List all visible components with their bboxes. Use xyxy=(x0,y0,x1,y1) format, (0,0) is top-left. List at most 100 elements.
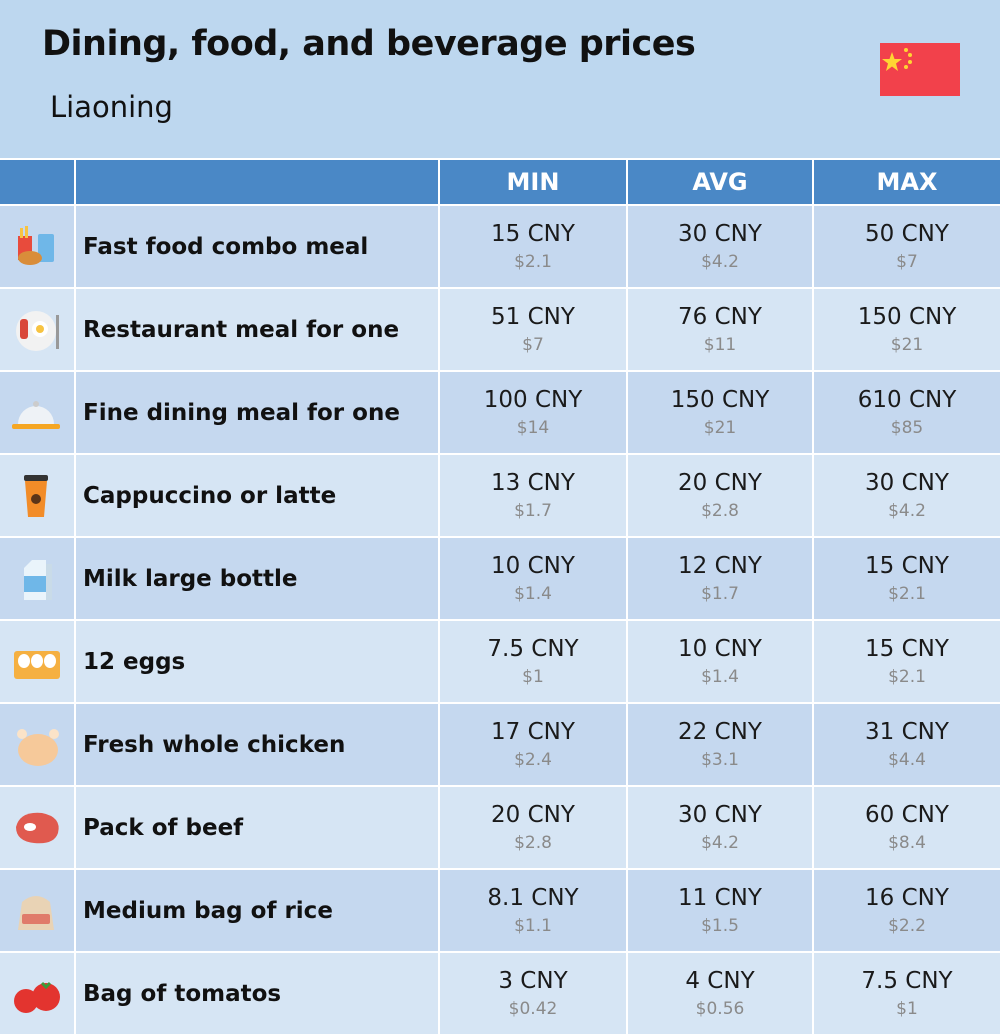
price-usd: $0.42 xyxy=(508,998,558,1019)
price-cny: 20 CNY xyxy=(491,801,575,828)
icon xyxy=(18,225,54,265)
header: Dining, food, and beverage prices Liaoni… xyxy=(0,0,1000,158)
title: Dining, food, and beverage prices xyxy=(42,24,696,64)
price-cny: 22 CNY xyxy=(678,718,762,745)
row-icon xyxy=(0,787,74,868)
icon xyxy=(16,812,59,843)
price-cny: 51 CNY xyxy=(491,303,575,330)
price-cny: 610 CNY xyxy=(857,386,957,413)
value-cell: 150 CNY $21 xyxy=(628,372,812,453)
price-usd: $1 xyxy=(522,666,544,687)
value-cell: 31 CNY $4.4 xyxy=(814,704,1000,785)
column-header: AVG xyxy=(628,160,812,204)
price-cny: 100 CNY xyxy=(483,386,583,413)
price-cny: 3 CNY xyxy=(498,967,568,994)
value-cell: 17 CNY $2.4 xyxy=(440,704,626,785)
price-usd: $85 xyxy=(890,417,924,438)
icon xyxy=(18,895,54,930)
price-cny: 15 CNY xyxy=(865,635,949,662)
row-icon xyxy=(0,455,74,536)
price-usd: $21 xyxy=(890,334,924,355)
row-label: Medium bag of rice xyxy=(76,870,438,951)
value-cell: 15 CNY $2.1 xyxy=(440,206,626,287)
price-usd: $2.1 xyxy=(888,583,926,604)
icon xyxy=(16,310,59,351)
price-usd: $1.4 xyxy=(701,666,739,687)
price-cny: 7.5 CNY xyxy=(487,635,579,662)
row-icon xyxy=(0,289,74,370)
price-usd: $14 xyxy=(516,417,550,438)
value-cell: 30 CNY $4.2 xyxy=(814,455,1000,536)
value-cell: 20 CNY $2.8 xyxy=(440,787,626,868)
value-cell: 10 CNY $1.4 xyxy=(440,538,626,619)
icon xyxy=(24,474,48,517)
value-cell: 51 CNY $7 xyxy=(440,289,626,370)
price-usd: $2.2 xyxy=(888,915,926,936)
value-cell: 11 CNY $1.5 xyxy=(628,870,812,951)
price-cny: 12 CNY xyxy=(678,552,762,579)
subtitle: Liaoning xyxy=(50,90,173,124)
row-icon xyxy=(0,621,74,702)
price-usd: $21 xyxy=(703,417,737,438)
price-cny: 10 CNY xyxy=(678,635,762,662)
price-cny: 50 CNY xyxy=(865,220,949,247)
price-cny: 30 CNY xyxy=(678,220,762,247)
price-cny: 150 CNY xyxy=(857,303,957,330)
value-cell: 16 CNY $2.2 xyxy=(814,870,1000,951)
price-usd: $2.8 xyxy=(514,832,552,853)
row-label: Fast food combo meal xyxy=(76,206,438,287)
value-cell: 60 CNY $8.4 xyxy=(814,787,1000,868)
price-cny: 16 CNY xyxy=(865,884,949,911)
value-cell: 76 CNY $11 xyxy=(628,289,812,370)
value-cell: 8.1 CNY $1.1 xyxy=(440,870,626,951)
price-cny: 4 CNY xyxy=(685,967,755,994)
icon xyxy=(14,981,60,1013)
price-cny: 10 CNY xyxy=(491,552,575,579)
price-usd: $11 xyxy=(703,334,737,355)
price-usd: $0.56 xyxy=(695,998,745,1019)
value-cell: 15 CNY $2.1 xyxy=(814,538,1000,619)
price-cny: 15 CNY xyxy=(865,552,949,579)
price-cny: 15 CNY xyxy=(491,220,575,247)
price-usd: $1.4 xyxy=(514,583,552,604)
value-cell: 15 CNY $2.1 xyxy=(814,621,1000,702)
flag xyxy=(880,43,960,96)
header-cell xyxy=(76,160,438,204)
column-header: MIN xyxy=(440,160,626,204)
row-icon xyxy=(0,704,74,785)
header-cell xyxy=(0,160,74,204)
row-label: 12 eggs xyxy=(76,621,438,702)
row-label: Cappuccino or latte xyxy=(76,455,438,536)
price-usd: $3.1 xyxy=(701,749,739,770)
value-cell: 7.5 CNY $1 xyxy=(814,953,1000,1034)
value-cell: 100 CNY $14 xyxy=(440,372,626,453)
value-cell: 50 CNY $7 xyxy=(814,206,1000,287)
value-cell: 13 CNY $1.7 xyxy=(440,455,626,536)
price-usd: $4.2 xyxy=(888,500,926,521)
row-label: Fine dining meal for one xyxy=(76,372,438,453)
value-cell: 10 CNY $1.4 xyxy=(628,621,812,702)
row-label: Fresh whole chicken xyxy=(76,704,438,785)
price-usd: $1.7 xyxy=(514,500,552,521)
row-icon xyxy=(0,372,74,453)
price-cny: 20 CNY xyxy=(678,469,762,496)
price-cny: 31 CNY xyxy=(865,718,949,745)
column-header: MAX xyxy=(814,160,1000,204)
value-cell: 12 CNY $1.7 xyxy=(628,538,812,619)
row-label: Pack of beef xyxy=(76,787,438,868)
row-icon xyxy=(0,538,74,619)
price-usd: $2.1 xyxy=(888,666,926,687)
value-cell: 610 CNY $85 xyxy=(814,372,1000,453)
value-cell: 3 CNY $0.42 xyxy=(440,953,626,1034)
price-cny: 30 CNY xyxy=(865,469,949,496)
price-usd: $2.1 xyxy=(514,251,552,272)
row-icon xyxy=(0,206,74,287)
price-cny: 150 CNY xyxy=(670,386,770,413)
price-usd: $2.4 xyxy=(514,749,552,770)
icon xyxy=(14,650,60,679)
value-cell: 30 CNY $4.2 xyxy=(628,787,812,868)
price-usd: $1.7 xyxy=(701,583,739,604)
value-cell: 150 CNY $21 xyxy=(814,289,1000,370)
row-label: Restaurant meal for one xyxy=(76,289,438,370)
